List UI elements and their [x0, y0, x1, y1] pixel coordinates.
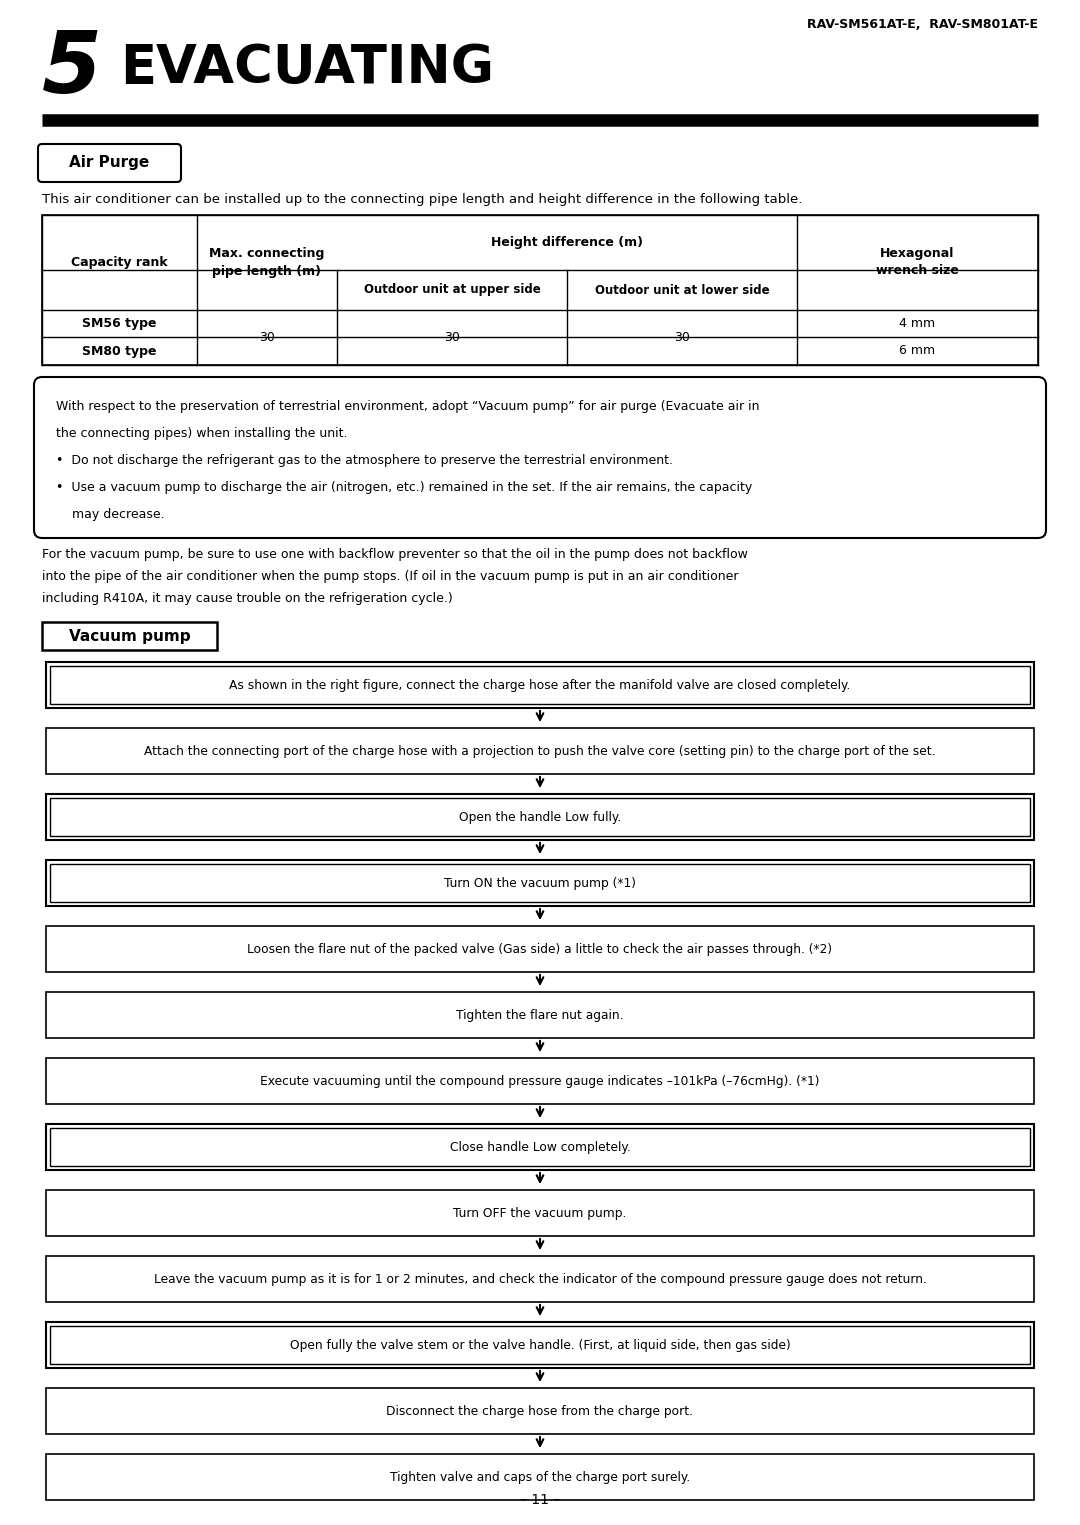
Text: may decrease.: may decrease.: [56, 508, 164, 522]
Text: SM56 type: SM56 type: [82, 317, 157, 329]
Bar: [50, 1128, 1030, 1167]
Text: Loosen the flare nut of the packed valve (Gas side) a little to check the air pa: Loosen the flare nut of the packed valve…: [247, 942, 833, 956]
Text: Open the handle Low fully.: Open the handle Low fully.: [459, 810, 621, 824]
Text: Outdoor unit at upper side: Outdoor unit at upper side: [364, 284, 540, 296]
Text: Air Purge: Air Purge: [69, 156, 150, 171]
Text: For the vacuum pump, be sure to use one with backflow preventer so that the oil : For the vacuum pump, be sure to use one …: [42, 547, 747, 561]
Bar: [46, 662, 1034, 708]
Text: Height difference (m): Height difference (m): [491, 236, 643, 249]
FancyBboxPatch shape: [38, 143, 181, 181]
Text: 5: 5: [42, 27, 102, 111]
Text: RAV-SM561AT-E,  RAV-SM801AT-E: RAV-SM561AT-E, RAV-SM801AT-E: [807, 18, 1038, 30]
FancyBboxPatch shape: [33, 377, 1047, 538]
Text: As shown in the right figure, connect the charge hose after the manifold valve a: As shown in the right figure, connect th…: [229, 679, 851, 691]
Text: This air conditioner can be installed up to the connecting pipe length and heigh: This air conditioner can be installed up…: [42, 194, 802, 206]
Text: Disconnect the charge hose from the charge port.: Disconnect the charge hose from the char…: [387, 1405, 693, 1418]
Bar: [46, 727, 1034, 775]
Bar: [46, 1388, 1034, 1433]
Text: Tighten the flare nut again.: Tighten the flare nut again.: [456, 1008, 624, 1022]
Text: 30: 30: [444, 331, 460, 345]
Bar: [46, 860, 1034, 906]
Bar: [46, 795, 1034, 840]
Text: 4 mm: 4 mm: [900, 317, 935, 329]
Text: Turn ON the vacuum pump (*1): Turn ON the vacuum pump (*1): [444, 877, 636, 889]
Text: Vacuum pump: Vacuum pump: [69, 628, 190, 644]
Text: 30: 30: [259, 331, 275, 345]
Bar: [50, 666, 1030, 705]
Bar: [46, 1124, 1034, 1170]
Bar: [46, 1257, 1034, 1302]
Text: Outdoor unit at lower side: Outdoor unit at lower side: [595, 284, 769, 296]
Text: Turn OFF the vacuum pump.: Turn OFF the vacuum pump.: [454, 1206, 626, 1220]
Text: Close handle Low completely.: Close handle Low completely.: [449, 1141, 631, 1153]
Text: Capacity rank: Capacity rank: [71, 256, 167, 268]
Text: – 11 –: – 11 –: [519, 1493, 561, 1507]
Bar: [42, 622, 217, 650]
Bar: [46, 1058, 1034, 1104]
Text: Attach the connecting port of the charge hose with a projection to push the valv: Attach the connecting port of the charge…: [145, 744, 935, 758]
Text: EVACUATING: EVACUATING: [120, 43, 494, 95]
Bar: [42, 215, 1038, 364]
Text: including R410A, it may cause trouble on the refrigeration cycle.): including R410A, it may cause trouble on…: [42, 592, 453, 605]
Bar: [46, 1190, 1034, 1235]
Text: With respect to the preservation of terrestrial environment, adopt “Vacuum pump”: With respect to the preservation of terr…: [56, 400, 759, 413]
Text: 30: 30: [674, 331, 690, 345]
Text: Execute vacuuming until the compound pressure gauge indicates –101kPa (–76cmHg).: Execute vacuuming until the compound pre…: [260, 1075, 820, 1087]
Text: Leave the vacuum pump as it is for 1 or 2 minutes, and check the indicator of th: Leave the vacuum pump as it is for 1 or …: [153, 1272, 927, 1286]
Text: SM80 type: SM80 type: [82, 345, 157, 357]
Text: •  Do not discharge the refrigerant gas to the atmosphere to preserve the terres: • Do not discharge the refrigerant gas t…: [56, 454, 673, 467]
Text: the connecting pipes) when installing the unit.: the connecting pipes) when installing th…: [56, 427, 348, 441]
Bar: [46, 1322, 1034, 1368]
Text: Hexagonal
wrench size: Hexagonal wrench size: [876, 247, 959, 278]
Bar: [42, 215, 1038, 364]
Text: into the pipe of the air conditioner when the pump stops. (If oil in the vacuum : into the pipe of the air conditioner whe…: [42, 570, 739, 583]
Bar: [46, 1453, 1034, 1501]
Text: Tighten valve and caps of the charge port surely.: Tighten valve and caps of the charge por…: [390, 1470, 690, 1484]
Text: Open fully the valve stem or the valve handle. (First, at liquid side, then gas : Open fully the valve stem or the valve h…: [289, 1339, 791, 1351]
Bar: [50, 865, 1030, 901]
Text: Max. connecting
pipe length (m): Max. connecting pipe length (m): [210, 247, 325, 278]
Bar: [46, 926, 1034, 971]
Text: 6 mm: 6 mm: [900, 345, 935, 357]
Bar: [50, 1327, 1030, 1363]
Bar: [50, 798, 1030, 836]
Text: •  Use a vacuum pump to discharge the air (nitrogen, etc.) remained in the set. : • Use a vacuum pump to discharge the air…: [56, 480, 753, 494]
Bar: [46, 991, 1034, 1039]
